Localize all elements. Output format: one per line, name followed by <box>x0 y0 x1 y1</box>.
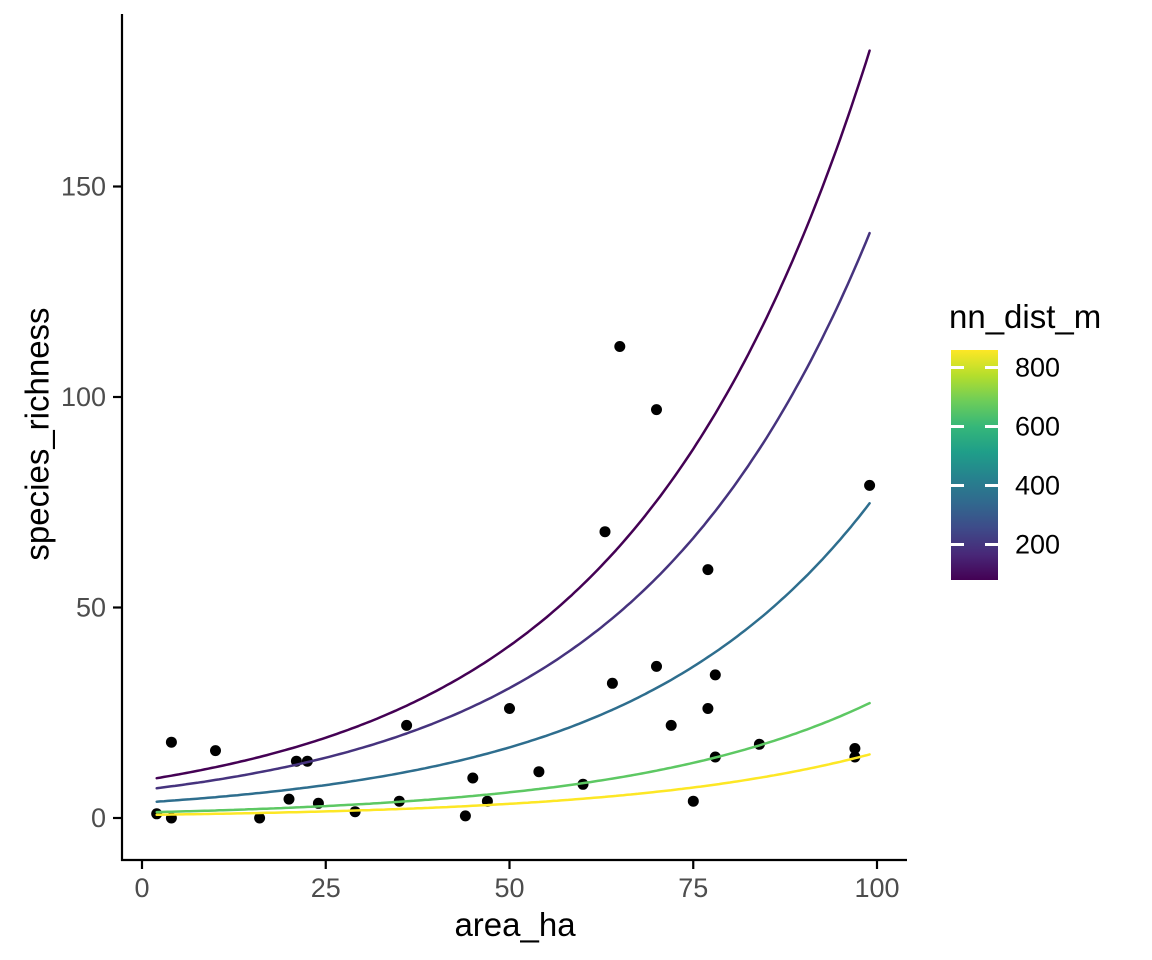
x-tick-label: 50 <box>494 873 524 903</box>
legend-tick-mark <box>985 484 998 488</box>
legend-tick-mark <box>951 543 964 547</box>
legend-tick-label: 600 <box>1015 411 1061 442</box>
legend-tick-label: 800 <box>1015 352 1061 383</box>
data-point <box>651 404 662 416</box>
trend-curve-3 <box>155 502 871 803</box>
legend-tick-mark <box>951 484 964 488</box>
x-axis-title: area_ha <box>454 906 576 943</box>
y-tick-label: 100 <box>61 382 106 412</box>
y-tick-label: 0 <box>91 803 106 833</box>
legend-tick-mark <box>985 543 998 547</box>
data-point <box>702 564 714 576</box>
data-point <box>606 677 618 689</box>
legend-tick-label: 200 <box>1015 529 1061 560</box>
x-tick-label: 75 <box>678 873 708 903</box>
legend: nn_dist_m 800 600 400 200 <box>945 300 1151 630</box>
y-tick-label: 150 <box>61 172 106 202</box>
data-point <box>504 703 515 714</box>
data-point <box>665 719 677 731</box>
y-tick-label: 50 <box>76 593 106 623</box>
data-point <box>467 772 479 784</box>
legend-title: nn_dist_m <box>949 298 1102 335</box>
data-point <box>210 745 221 757</box>
data-point <box>849 743 861 754</box>
data-point <box>283 793 295 805</box>
legend-tick-mark <box>985 366 998 370</box>
legend-tick-mark <box>985 425 998 429</box>
legend-tick-mark <box>951 425 964 429</box>
x-tick-label: 25 <box>311 873 341 903</box>
trend-curve-2 <box>155 231 871 790</box>
trend-curve-1 <box>155 49 871 780</box>
x-tick-label: 0 <box>134 873 149 903</box>
legend-colorbar <box>951 350 998 580</box>
data-point <box>864 479 876 491</box>
data-point <box>459 810 471 822</box>
data-point <box>651 660 662 672</box>
data-point <box>709 669 721 681</box>
data-point <box>254 812 266 824</box>
data-point <box>533 766 545 778</box>
data-point <box>165 736 177 748</box>
y-axis-title: species_richness <box>18 307 56 561</box>
data-point <box>599 526 611 538</box>
data-point <box>401 719 413 731</box>
legend-tick-mark <box>951 366 964 370</box>
trend-curve-4 <box>155 701 871 814</box>
x-tick-label: 100 <box>854 873 899 903</box>
data-point <box>614 341 626 352</box>
data-point <box>702 703 714 714</box>
legend-tick-label: 400 <box>1015 470 1061 501</box>
data-point <box>687 795 699 807</box>
trend-curve-5 <box>155 753 871 816</box>
